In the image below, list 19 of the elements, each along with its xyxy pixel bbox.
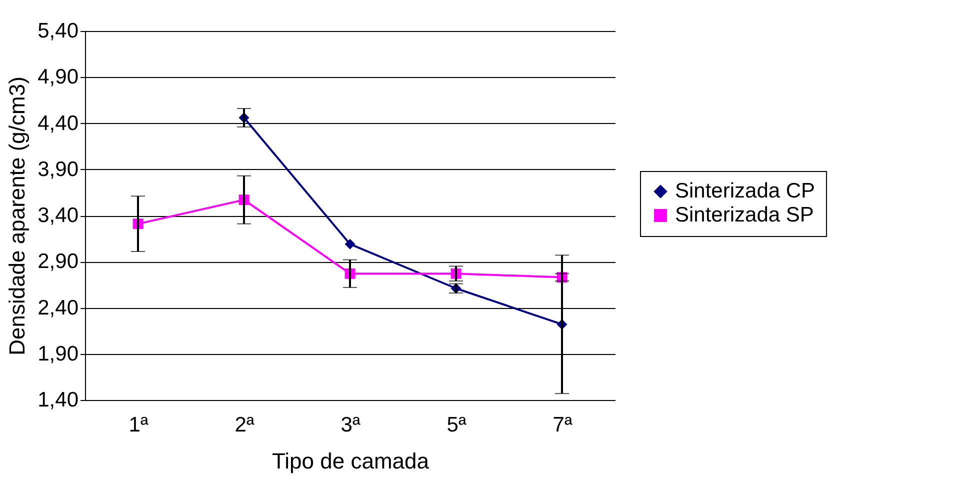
x-tick-label: 7ª: [552, 414, 572, 436]
point: [344, 238, 356, 250]
x-tick-label: 1ª: [128, 414, 148, 436]
legend-label: Sinterizada SP: [675, 204, 814, 226]
legend-label: Sinterizada CP: [675, 180, 816, 202]
y-tick-label: 3,40: [38, 204, 78, 227]
y-axis-title: Densidade aparente (g/cm3): [4, 76, 30, 356]
x-tick-label: 2ª: [234, 414, 254, 436]
x-tick-label: 3ª: [340, 414, 360, 436]
y-tick-label: 3,90: [38, 158, 78, 181]
x-tick-label: 5ª: [446, 414, 466, 436]
y-tick-label: 1,40: [38, 388, 78, 412]
y-tick-label: 2,40: [38, 296, 78, 320]
y-tick-label: 4,40: [38, 112, 78, 135]
y-tick-label: 4,90: [38, 66, 78, 89]
y-tick-label: 2,90: [38, 250, 78, 274]
y-tick-label: 5,40: [38, 20, 78, 42]
y-tick-label: 1,90: [38, 342, 78, 366]
x-axis-title: Tipo de camada: [272, 448, 430, 474]
